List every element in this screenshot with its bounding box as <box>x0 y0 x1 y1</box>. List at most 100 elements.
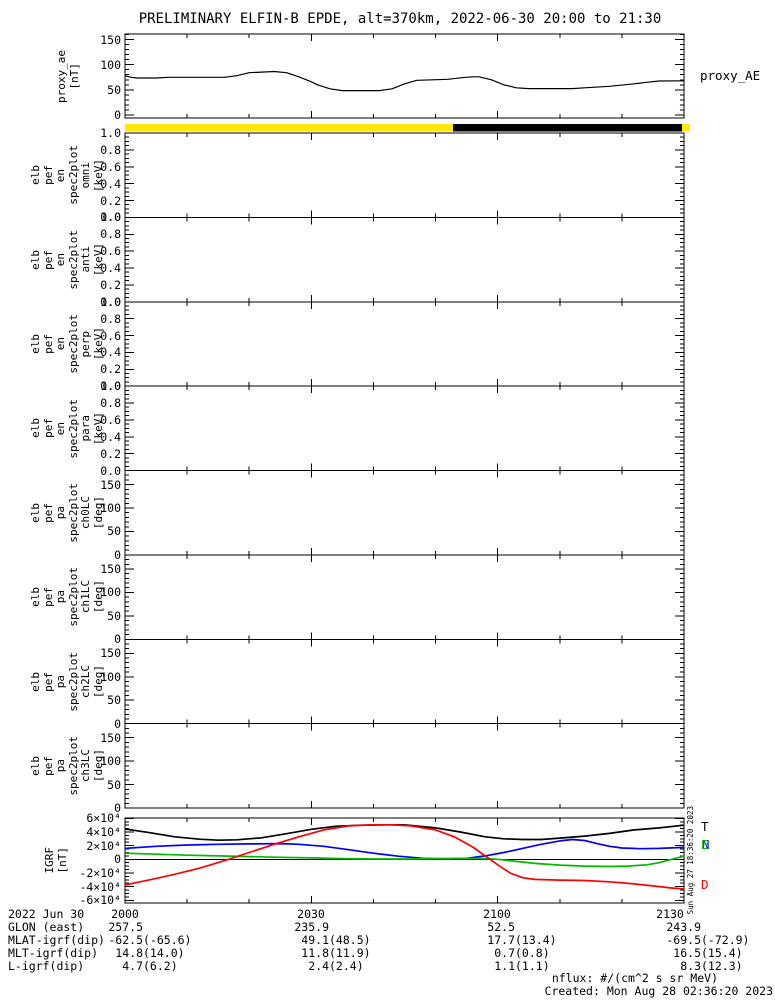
y-axis-label-proxy_ae: proxy_ae [nT] <box>55 34 81 118</box>
y-axis-label-line: para <box>79 415 92 442</box>
y-tick-label: 0.8 <box>100 142 121 157</box>
flux-units-note: nflux: #/(cm^2 s sr MeV) <box>551 971 718 985</box>
table-cell-paren: (14.0) <box>143 946 185 960</box>
table-cell-paren: (13.4) <box>515 933 557 947</box>
y-tick-label: 0.6 <box>100 244 121 259</box>
y-axis-label-line: [nT] <box>67 62 81 90</box>
y-tick-label: 100 <box>100 754 121 769</box>
y-tick-label: 0 <box>114 716 121 731</box>
y-tick-label: -2×10⁴ <box>79 865 121 880</box>
y-axis-label-igrf: IGRF [nT] <box>43 818 69 903</box>
panel-right-label: proxy_AE <box>700 68 761 83</box>
y-axis-label-line: elb <box>29 334 42 354</box>
panel-pa_ch0LC <box>124 470 685 556</box>
y-axis-label-line: pa <box>54 759 67 773</box>
curve-D <box>124 823 685 890</box>
y-axis-label-line: [deg] <box>91 496 105 530</box>
y-tick-label: 50 <box>107 777 121 792</box>
y-axis-label-line: pa <box>54 506 67 520</box>
y-tick-label: 150 <box>100 730 121 745</box>
table-row-label: L-igrf(dip) <box>8 959 85 973</box>
table-row-label: MLAT-igrf(dip) <box>8 933 105 947</box>
y-tick-label: 0.2 <box>100 277 121 292</box>
y-tick-label: 2×10⁴ <box>86 838 121 853</box>
table-cell-paren: (6.2) <box>143 959 178 973</box>
y-axis-label-line: [deg] <box>91 664 105 698</box>
y-tick-label: 0.8 <box>100 396 121 410</box>
panel-pa_ch3LC <box>124 723 685 809</box>
y-axis-label-line: [deg] <box>91 749 105 783</box>
table-cell-paren: (-65.6) <box>143 933 192 947</box>
table-cell: 257.5 <box>108 920 143 934</box>
y-axis-label-line: ch0LC <box>79 496 92 530</box>
y-tick-label: 100 <box>100 57 121 72</box>
table-cell: 0.7 <box>494 946 515 960</box>
table-cell: 16.5 <box>673 946 701 960</box>
y-axis-label-line: ch1LC <box>79 580 92 614</box>
panel-en_para <box>124 385 685 472</box>
y-axis-label-line: ch2LC <box>79 664 92 698</box>
y-axis-label-line: [keV] <box>91 242 105 277</box>
panel-pa_ch2LC <box>124 638 685 725</box>
y-tick-label: 0.4 <box>100 261 121 275</box>
y-tick-label: 0.8 <box>100 227 121 242</box>
y-axis-label-line: IGRF <box>43 847 56 874</box>
y-axis-label-line: en <box>54 252 67 267</box>
x-tick-label: 2130 <box>656 907 684 921</box>
y-axis-label-pa_ch1LC: elb pef pa spec2plot ch1LC [deg] <box>29 555 105 639</box>
curve-proxy_AE <box>124 70 685 92</box>
series-label-D: D <box>701 877 709 893</box>
y-axis-label-line: [nT] <box>55 847 69 874</box>
table-cell-paren: (12.3) <box>701 959 743 973</box>
timestamp-watermark-text: Sun Aug 27 18:36:20 2023 <box>685 806 695 915</box>
y-axis-label-line: elb <box>29 249 42 270</box>
y-tick-label: 100 <box>100 501 121 515</box>
y-axis-label-line: elb <box>29 502 42 523</box>
y-axis-label-line: en <box>54 337 67 351</box>
y-axis-label-line: elb <box>29 671 42 692</box>
table-cell: 52.5 <box>487 920 515 934</box>
y-axis-label-pa_ch3LC: elb pef pa spec2plot ch3LC [deg] <box>29 724 105 808</box>
table-cell-paren: (0.8) <box>515 946 550 960</box>
table-row: MLAT-igrf(dip) -62.5 (-65.6) 49.1 (48.5) 17.7… <box>0 934 775 947</box>
y-tick-label: 0.0 <box>100 294 121 309</box>
y-tick-label: 0.4 <box>100 176 121 191</box>
table-cell: 235.9 <box>294 920 329 934</box>
table-row-label: 2022 Jun 30 <box>8 907 85 921</box>
y-axis-label-line: en <box>54 168 67 182</box>
y-tick-label: 1.0 <box>100 379 121 394</box>
y-axis-label-line: elb <box>29 418 42 439</box>
orbit-bar <box>125 124 690 132</box>
table-row-label: MLT-igrf(dip) <box>8 946 99 960</box>
series-label-N: N <box>702 837 710 853</box>
y-tick-label: 0.4 <box>100 429 121 444</box>
table-cell: 49.1 <box>301 933 329 947</box>
panel-igrf <box>124 817 685 904</box>
orbit-bar-segment <box>452 124 683 132</box>
table-cell-paren: (2.4) <box>329 959 364 973</box>
y-tick-label: 0 <box>114 547 121 562</box>
y-tick-label: 0.2 <box>100 362 121 377</box>
y-tick-label: 1.0 <box>100 294 121 309</box>
y-tick-label: 0 <box>114 801 121 815</box>
table-cell-paren: (1.1) <box>515 959 550 973</box>
table-row: MLT-igrf(dip) 14.8 (14.0) 11.8 (11.9) 0.7 (0.8… <box>0 947 775 960</box>
y-tick-label: -6×10⁴ <box>79 893 121 908</box>
y-tick-label: 0.2 <box>100 193 121 208</box>
y-axis-label-line: anti <box>79 246 92 273</box>
y-tick-label: 0.2 <box>100 446 121 461</box>
table-row: GLON (east) 257.5 235.9 52.5 243.9 <box>0 921 775 934</box>
timestamp-watermark: Sun Aug 27 18:36:20 2023 <box>685 806 695 914</box>
table-cell: 8.3 <box>680 959 701 973</box>
x-tick-label: 2100 <box>483 907 511 921</box>
y-axis-label-pa_ch2LC: elb pef pa spec2plot ch2LC [deg] <box>29 639 105 723</box>
y-axis-label-line: pa <box>54 590 67 604</box>
y-tick-label: 50 <box>107 693 121 708</box>
panel-en_omni <box>124 132 685 218</box>
y-tick-label: 0.6 <box>100 412 121 427</box>
y-axis-label-line: elb <box>29 755 42 776</box>
panel-proxy_ae <box>124 33 685 119</box>
table-cell-paren: (15.4) <box>701 946 743 960</box>
y-tick-label: 50 <box>107 608 121 623</box>
